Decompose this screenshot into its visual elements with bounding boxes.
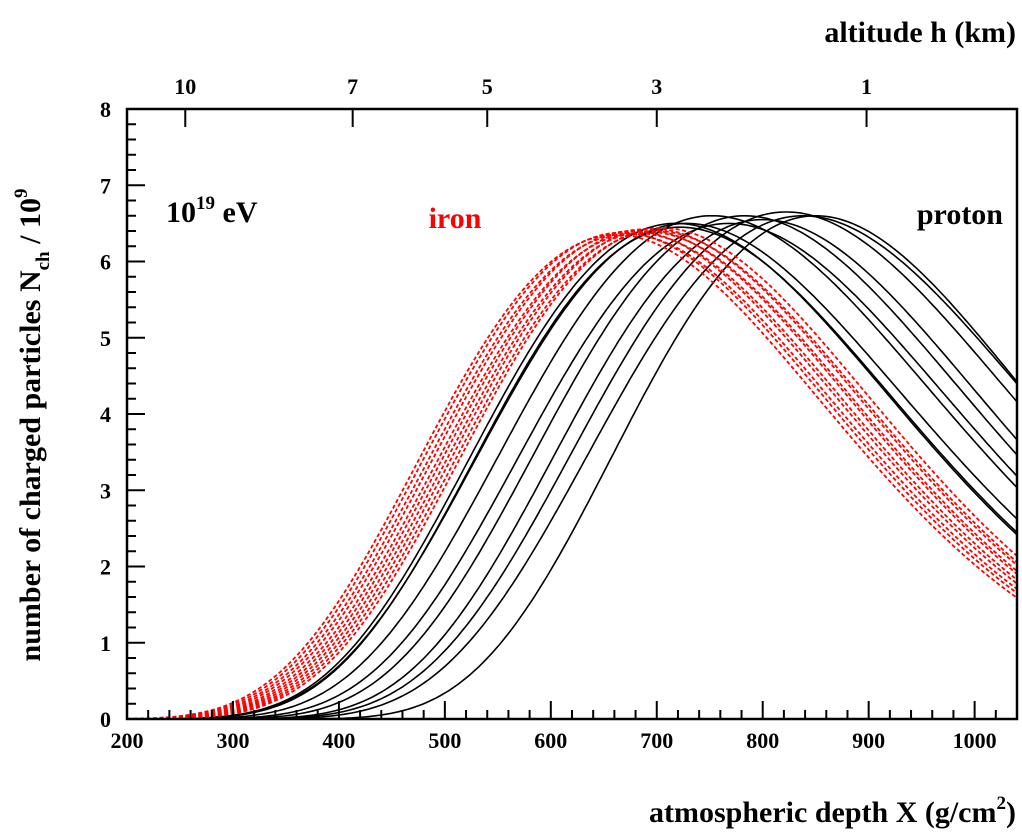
x-tick-label: 500: [428, 728, 461, 753]
x-tick-label: 800: [746, 728, 779, 753]
iron-curve-13: [127, 233, 1018, 720]
x-tick-label: 400: [322, 728, 355, 753]
altitude-tick-label: 3: [651, 74, 662, 99]
proton-curve-1: [127, 222, 1018, 720]
iron-curve-17: [127, 230, 1018, 720]
altitude-tick-label: 5: [482, 74, 493, 99]
x-axis-title: atmospheric depth X (g/cm2): [649, 793, 1016, 829]
tick-labels: 200 300 400 500 600 700 800 900 1000 0 1 2 3 4 5 6 7 8 10 7…: [100, 74, 997, 753]
legend-iron-label: iron: [429, 202, 482, 235]
iron-curve-11: [127, 233, 1018, 720]
proton-curve-6: [127, 215, 1018, 720]
y-tick-label: 0: [100, 707, 111, 732]
x-tick-label: 900: [852, 728, 885, 753]
x2-axis-title: altitude h (km): [824, 16, 1016, 49]
iron-curve-15: [127, 232, 1018, 720]
y-tick-label: 1: [100, 631, 111, 656]
y-tick-label: 4: [100, 402, 111, 427]
iron-curve-16: [126, 228, 1018, 720]
x-tick-label: 300: [216, 728, 249, 753]
proton-curve-3: [127, 222, 1018, 720]
y-tick-label: 8: [100, 97, 111, 122]
proton-curve-7: [127, 218, 1018, 720]
proton-curve-9: [127, 215, 1018, 720]
proton-curve-10: [127, 215, 1018, 720]
y-tick-label: 5: [100, 326, 111, 351]
x-tick-label: 200: [111, 728, 144, 753]
y-tick-label: 3: [100, 478, 111, 503]
y-tick-label: 2: [100, 555, 111, 580]
proton-curve-2: [127, 226, 1018, 720]
x-tick-label: 1000: [953, 728, 997, 753]
energy-label: 1019 eV: [166, 193, 258, 229]
iron-curve-12: [126, 231, 1018, 720]
y-axis-title: number of charged particles Nch / 109: [11, 189, 54, 662]
iron-curve-18: [127, 227, 1018, 720]
y-tick-label: 7: [100, 173, 111, 198]
series-curves: [126, 211, 1018, 720]
x-tick-label: 600: [534, 728, 567, 753]
iron-curve-20: [127, 227, 1018, 720]
x-tick-label: 700: [640, 728, 673, 753]
axis-ticks: [126, 108, 1018, 720]
altitude-tick-label: 1: [861, 74, 872, 99]
legend-proton-label: proton: [917, 198, 1003, 231]
altitude-tick-label: 7: [347, 74, 358, 99]
altitude-tick-label: 10: [174, 74, 196, 99]
iron-curve-14: [127, 230, 1018, 720]
proton-curve-4: [127, 215, 1018, 720]
y-tick-label: 6: [100, 250, 111, 275]
iron-curve-19: [127, 230, 1018, 720]
